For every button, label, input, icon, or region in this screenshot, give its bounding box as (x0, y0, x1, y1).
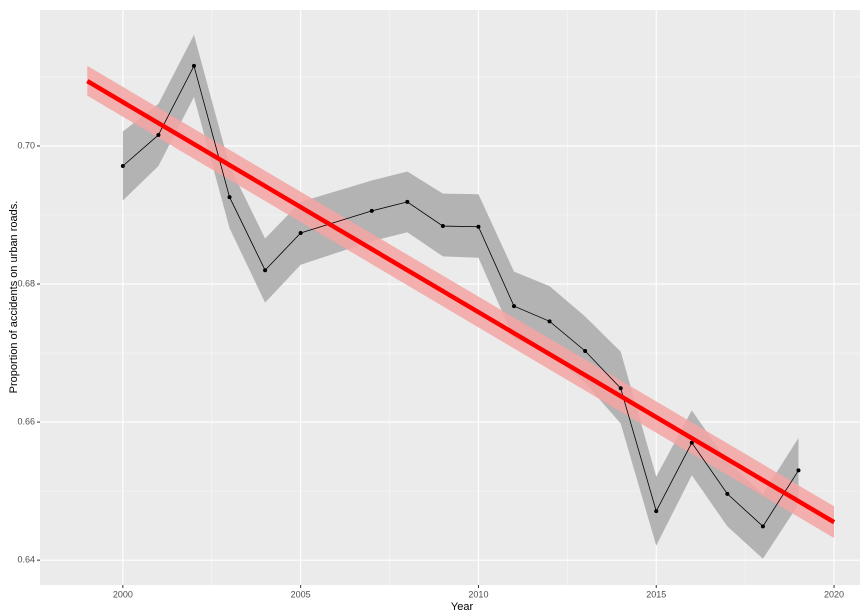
data-point (369, 208, 374, 213)
y-tick-label: 0.68 (17, 278, 35, 288)
data-point (227, 195, 232, 200)
data-point (547, 319, 552, 324)
data-point (760, 524, 765, 529)
data-point (298, 230, 303, 235)
x-tick-label: 2010 (468, 589, 488, 599)
data-point (476, 224, 481, 229)
y-tick-label: 0.66 (17, 416, 35, 426)
data-point (654, 509, 659, 514)
x-tick-label: 2015 (646, 589, 666, 599)
data-point (512, 304, 517, 309)
data-point (583, 348, 588, 353)
x-tick-label: 2005 (291, 589, 311, 599)
data-point (440, 224, 445, 229)
y-tick-label: 0.64 (17, 555, 35, 565)
trend-line (86, 79, 836, 525)
data-point (618, 386, 623, 391)
data-point (405, 199, 410, 204)
x-tick-label: 2020 (824, 589, 844, 599)
data-point (156, 132, 161, 137)
data-point (796, 468, 801, 473)
data-point (120, 164, 125, 169)
data-point (263, 268, 268, 273)
data-point (689, 440, 694, 445)
x-tick-label: 2000 (113, 589, 133, 599)
y-axis-title: Proportion of accidents on urban roads. (8, 201, 20, 394)
y-tick-label: 0.70 (17, 140, 35, 150)
data-point (191, 63, 196, 68)
data-point (725, 491, 730, 496)
confidence-ribbon (122, 34, 799, 559)
x-axis-title: Year (451, 601, 474, 612)
